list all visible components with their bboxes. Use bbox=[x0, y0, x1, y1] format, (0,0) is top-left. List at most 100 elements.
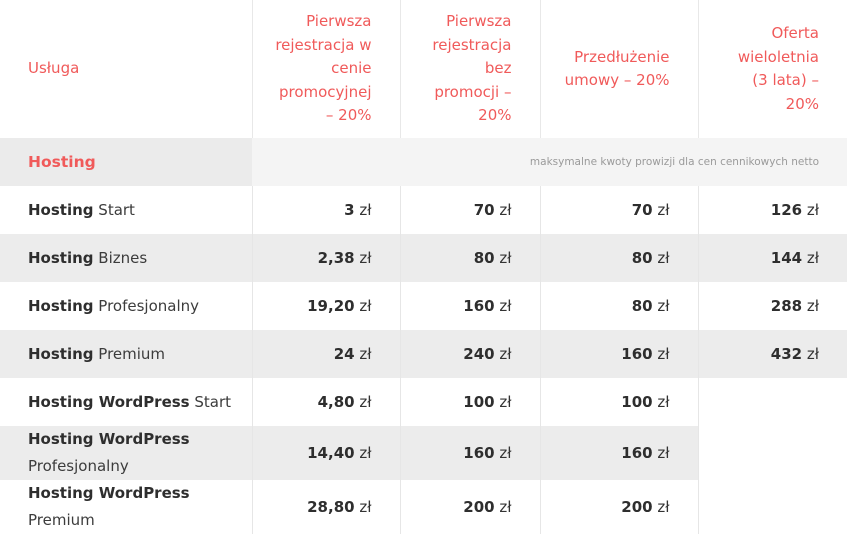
currency-label: zł bbox=[359, 249, 372, 267]
price-value: 200 bbox=[621, 498, 653, 516]
price-cell: 200 zł bbox=[400, 480, 541, 534]
price-cell: 24 zł bbox=[252, 330, 401, 378]
price-value: 126 bbox=[770, 201, 803, 219]
currency-label: zł bbox=[499, 297, 512, 315]
price-value: 2,38 bbox=[317, 249, 355, 267]
currency-label: zł bbox=[359, 297, 372, 315]
currency-label: zł bbox=[657, 345, 670, 363]
currency-label: zł bbox=[499, 249, 512, 267]
service-name-variant: Premium bbox=[98, 344, 166, 363]
currency-label: zł bbox=[359, 498, 372, 516]
currency-label: zł bbox=[657, 393, 670, 411]
table-row: Hosting Biznes 2,38 zł 80 zł 80 zł 144 zł bbox=[0, 234, 847, 282]
price-value: 160 bbox=[621, 444, 653, 462]
price-value: 70 bbox=[473, 201, 495, 219]
price-value: 3 bbox=[344, 201, 355, 219]
currency-label: zł bbox=[806, 249, 819, 267]
price-cell: 100 zł bbox=[540, 378, 699, 426]
price-value: 24 bbox=[333, 345, 355, 363]
header-multiyear: Oferta wieloletnia (3 lata) – 20% bbox=[737, 24, 819, 113]
currency-label: zł bbox=[499, 444, 512, 462]
service-name: Hosting Premium bbox=[0, 330, 253, 378]
empty-cell bbox=[698, 426, 847, 480]
price-value: 28,80 bbox=[307, 498, 355, 516]
price-value: 100 bbox=[621, 393, 653, 411]
service-name: Hosting Profesjonalny bbox=[0, 282, 253, 330]
currency-label: zł bbox=[359, 201, 372, 219]
empty-cell bbox=[698, 480, 847, 534]
service-name-variant: Start bbox=[98, 200, 135, 219]
currency-label: zł bbox=[657, 249, 670, 267]
price-cell: 80 zł bbox=[540, 234, 699, 282]
service-name-bold: Hosting WordPress bbox=[28, 430, 190, 448]
currency-label: zł bbox=[806, 345, 819, 363]
price-cell: 160 zł bbox=[540, 330, 699, 378]
price-value: 19,20 bbox=[307, 297, 355, 315]
service-name-bold: Hosting bbox=[28, 248, 94, 267]
price-value: 432 bbox=[770, 345, 803, 363]
currency-label: zł bbox=[499, 498, 512, 516]
currency-label: zł bbox=[806, 297, 819, 315]
header-first-reg-promo: Pierwsza rejestracja w cenie promocyjnej… bbox=[252, 0, 401, 138]
table-row: Hosting WordPress Profesjonalny 14,40 zł 1… bbox=[0, 426, 847, 480]
table-row: Hosting Premium 24 zł 240 zł 160 zł 432 zł bbox=[0, 330, 847, 378]
price-value: 80 bbox=[631, 297, 653, 315]
price-cell: 160 zł bbox=[400, 426, 541, 480]
price-cell: 160 zł bbox=[400, 282, 541, 330]
price-cell: 100 zł bbox=[400, 378, 541, 426]
price-value: 80 bbox=[473, 249, 495, 267]
price-value: 100 bbox=[463, 393, 495, 411]
header-row: Usługa Pierwsza rejestracja w cenie prom… bbox=[0, 0, 847, 138]
table-row: Hosting WordPress Start 4,80 zł 100 zł 100 … bbox=[0, 378, 847, 426]
price-value: 240 bbox=[463, 345, 495, 363]
price-cell: 432 zł bbox=[698, 330, 847, 378]
price-cell: 70 zł bbox=[540, 186, 699, 234]
empty-cell bbox=[698, 378, 847, 426]
service-name-variant: Premium bbox=[28, 511, 95, 529]
header-service: Usługa bbox=[0, 0, 253, 138]
currency-label: zł bbox=[657, 297, 670, 315]
price-cell: 80 zł bbox=[400, 234, 541, 282]
price-cell: 70 zł bbox=[400, 186, 541, 234]
price-cell: 2,38 zł bbox=[252, 234, 401, 282]
price-value: 4,80 bbox=[317, 393, 355, 411]
service-name: Hosting Biznes bbox=[0, 234, 253, 282]
price-value: 80 bbox=[631, 249, 653, 267]
header-renewal: Przedłużenie umowy – 20% bbox=[540, 0, 699, 138]
section-row: Hosting maksymalne kwoty prowizji dla ce… bbox=[0, 138, 847, 186]
currency-label: zł bbox=[806, 201, 819, 219]
service-name-bold: Hosting bbox=[28, 200, 94, 219]
service-name-variant: Profesjonalny bbox=[98, 296, 200, 315]
price-value: 160 bbox=[463, 297, 495, 315]
price-value: 14,40 bbox=[307, 444, 355, 462]
price-value: 144 bbox=[770, 249, 803, 267]
service-name-bold: Hosting bbox=[28, 344, 94, 363]
price-cell: 288 zł bbox=[698, 282, 847, 330]
service-name-bold: Hosting bbox=[28, 296, 94, 315]
price-cell: 80 zł bbox=[540, 282, 699, 330]
price-value: 70 bbox=[631, 201, 653, 219]
price-cell: 160 zł bbox=[540, 426, 699, 480]
price-cell: 144 zł bbox=[698, 234, 847, 282]
currency-label: zł bbox=[359, 393, 372, 411]
currency-label: zł bbox=[657, 444, 670, 462]
table-row: Hosting Profesjonalny 19,20 zł 160 zł 80 zł… bbox=[0, 282, 847, 330]
service-name-variant: Start bbox=[194, 392, 232, 411]
service-name-variant: Biznes bbox=[98, 248, 148, 267]
price-cell: 126 zł bbox=[698, 186, 847, 234]
price-value: 200 bbox=[463, 498, 495, 516]
service-name-variant: Profesjonalny bbox=[28, 457, 129, 475]
header-first-reg-no-promo: Pierwsza rejestracja bez promocji – 20% bbox=[400, 0, 541, 138]
currency-label: zł bbox=[657, 498, 670, 516]
currency-label: zł bbox=[499, 345, 512, 363]
service-name: Hosting WordPress Premium bbox=[0, 480, 253, 534]
section-note: maksymalne kwoty prowizji dla cen cennik… bbox=[252, 138, 847, 186]
price-cell: 19,20 zł bbox=[252, 282, 401, 330]
price-cell: 3 zł bbox=[252, 186, 401, 234]
service-name-bold: Hosting WordPress bbox=[28, 484, 190, 502]
price-cell: 4,80 zł bbox=[252, 378, 401, 426]
price-value: 288 bbox=[770, 297, 803, 315]
table-row: Hosting WordPress Premium 28,80 zł 200 zł 2… bbox=[0, 480, 847, 534]
price-cell: 28,80 zł bbox=[252, 480, 401, 534]
